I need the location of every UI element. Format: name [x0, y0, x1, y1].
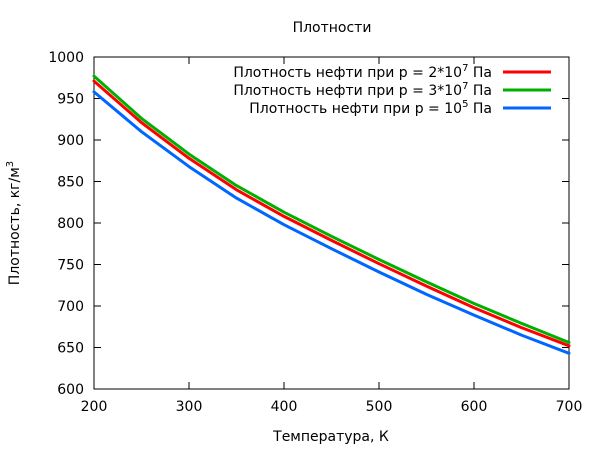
y-axis-title-sup: 3: [5, 161, 16, 167]
x-tick-label: 400: [271, 399, 298, 415]
legend-label-tail: Па: [468, 65, 492, 81]
series-line-1: [92, 79, 571, 348]
legend-entry-1: Плотность нефти при p = 2*107 Па: [233, 63, 551, 81]
series-line-2: [92, 74, 571, 344]
y-axis-title-base: Плотность, кг/м: [7, 167, 23, 285]
series-layer: [92, 74, 571, 355]
y-tick-label: 850: [57, 175, 84, 191]
y-tick-label: 650: [57, 341, 84, 357]
legend-label: Плотность нефти при p = 105 Па: [249, 99, 492, 117]
x-axis-ticks: 200 300 400 500 600 700: [81, 57, 583, 415]
y-axis-title: Плотность, кг/м3: [5, 161, 23, 285]
y-tick-label: 700: [57, 299, 84, 315]
x-tick-label: 600: [461, 399, 488, 415]
y-tick-label: 800: [57, 216, 84, 232]
x-tick-label: 300: [176, 399, 203, 415]
legend-label: Плотность нефти при p = 2*107 Па: [233, 63, 492, 81]
legend-label-base: Плотность нефти при p = 3*10: [233, 83, 462, 99]
y-tick-label: 1000: [48, 50, 84, 66]
legend-entry-2: Плотность нефти при p = 3*107 Па: [233, 81, 551, 99]
x-axis-title: Температура, К: [272, 429, 389, 445]
x-tick-label: 700: [556, 399, 583, 415]
x-tick-label: 500: [366, 399, 393, 415]
legend: Плотность нефти при p = 2*107 ПаПлотност…: [233, 63, 551, 117]
legend-label: Плотность нефти при p = 3*107 Па: [233, 81, 492, 99]
legend-label-tail: Па: [468, 101, 492, 117]
x-tick-label: 200: [81, 399, 108, 415]
y-tick-label: 950: [57, 92, 84, 108]
y-tick-label: 900: [57, 133, 84, 149]
legend-label-base: Плотность нефти при p = 2*10: [233, 65, 462, 81]
chart-title: Плотности: [293, 20, 372, 36]
y-axis-ticks: 600 650 700 750 800 850 900 950 1000: [48, 50, 569, 398]
series-line-3: [92, 90, 571, 355]
legend-label-sup: 7: [462, 81, 468, 92]
legend-label-base: Плотность нефти при p = 10: [249, 101, 462, 117]
legend-entry-3: Плотность нефти при p = 105 Па: [249, 99, 551, 117]
legend-label-sup: 7: [462, 63, 468, 74]
legend-label-tail: Па: [468, 83, 492, 99]
y-tick-label: 600: [57, 382, 84, 398]
y-tick-label: 750: [57, 258, 84, 274]
legend-label-sup: 5: [462, 99, 468, 110]
